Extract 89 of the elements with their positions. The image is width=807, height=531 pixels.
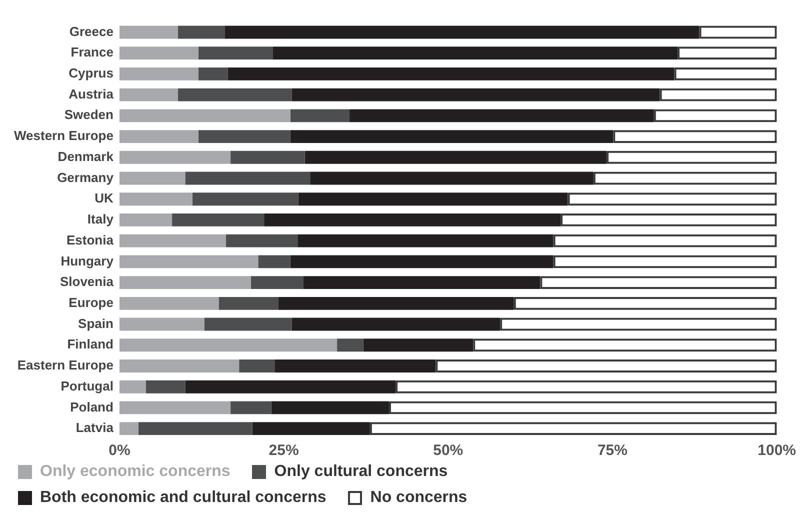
bar [304,276,540,290]
bar [178,88,292,102]
bar [264,214,561,226]
bar [218,296,279,310]
x-tick-label: 100% [758,442,796,460]
bar [290,109,350,122]
bar [228,67,674,80]
y-tick-label: Finland [67,336,114,352]
bar [198,130,290,143]
bar [185,172,310,185]
bar [230,401,272,414]
bar [119,214,172,226]
bar [198,46,273,60]
bar [252,422,370,436]
bar [239,360,275,372]
x-tick-label: 25% [268,442,299,460]
bar [298,234,554,248]
bar [226,234,298,248]
bar [310,172,594,185]
y-tick-label: Western Europe [14,128,114,144]
legend-label: Both economic and cultural concerns [40,489,326,507]
bar [258,255,290,268]
y-tick-label: Slovenia [60,274,114,290]
y-tick-label: Hungary [60,253,114,268]
x-tick-label: 0% [108,442,130,460]
x-tick-label: 50% [433,442,464,460]
y-tick-label: Portugal [60,378,114,394]
bar [119,234,226,248]
bar [119,88,178,102]
bar [363,338,474,352]
bar [250,276,304,290]
bar [274,360,436,372]
y-tick-label: Latvia [76,420,114,436]
bar [337,338,364,352]
x-tick-label: 75% [597,442,628,460]
bar [119,255,258,268]
bar [224,26,700,39]
bar [119,338,338,352]
bar [119,380,146,394]
y-tick-label: France [70,44,114,60]
y-tick-label: Poland [70,399,114,414]
y-tick-label: Germany [57,170,114,185]
bar [292,88,660,102]
bar [198,67,228,80]
y-tick-label: Greece [69,24,114,39]
bar [119,276,251,290]
bar [290,130,614,143]
bar [119,130,198,143]
legend-label: Only economic concerns [40,463,230,481]
bar [119,422,139,436]
bar [292,318,500,331]
bar [178,26,225,39]
y-tick-label: UK [94,190,114,206]
legend-label: Only cultural concerns [274,463,448,481]
bar [304,150,607,164]
bar [119,401,231,414]
bar [119,26,178,39]
bar [119,109,290,122]
bar [138,422,252,436]
bar [119,150,231,164]
y-tick-label: Cyprus [68,66,114,81]
bar [192,192,298,206]
bar [272,46,678,60]
y-tick-label: Eastern Europe [17,358,114,373]
y-tick-label: Spain [78,316,114,331]
bar [290,255,554,268]
bar [119,172,186,185]
bar [271,401,389,414]
bar [278,296,514,310]
y-tick-label: Austria [68,86,114,102]
bar [119,360,240,372]
bar [230,150,305,164]
bar [298,192,568,206]
y-tick-label: Denmark [58,148,114,164]
y-tick-label: Italy [87,212,114,227]
bar [119,192,192,206]
bar [119,318,204,331]
y-tick-label: Europe [68,294,114,310]
bar [350,109,654,122]
legend-label: No concerns [370,489,468,507]
bar [204,318,292,331]
bar [119,296,219,310]
y-tick-label: Sweden [64,107,114,122]
bar [185,380,396,394]
y-tick-label: Estonia [66,232,114,248]
bar [146,380,186,394]
bar [119,67,198,80]
bar [119,46,198,60]
bar [172,214,264,226]
